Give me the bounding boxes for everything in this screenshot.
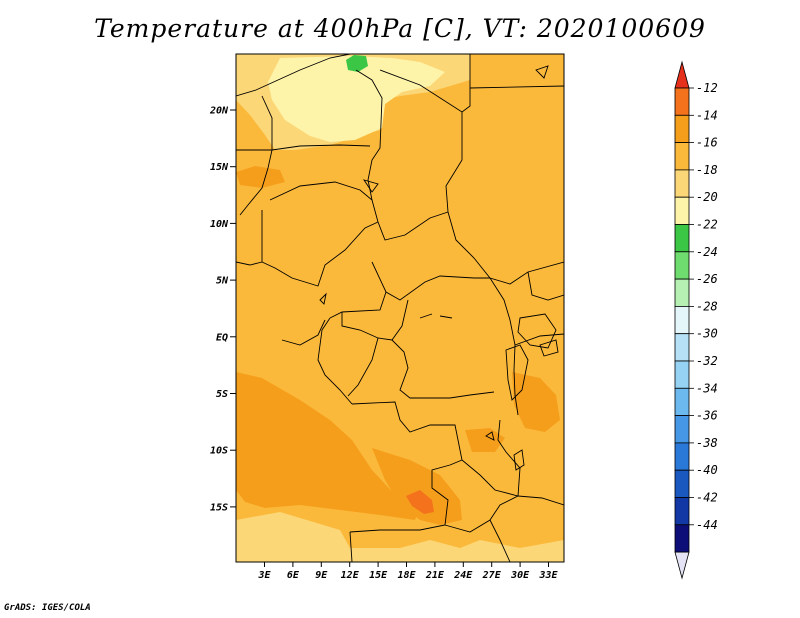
colorbar-label: -14 — [696, 108, 718, 122]
lon-tick-label: 33E — [538, 570, 558, 581]
colorbar-swatch — [674, 415, 690, 444]
colorbar-label: -44 — [696, 518, 718, 532]
colorbar-swatch — [674, 360, 690, 389]
field-green-spot — [346, 55, 368, 72]
lake-victoria — [517, 313, 557, 349]
colorbar-label: -16 — [696, 136, 718, 150]
colorbar-top-arrow — [674, 60, 690, 89]
lon-tick-label: 21E — [425, 570, 445, 581]
lat-tick-label: 15S — [210, 502, 228, 513]
map-frame — [235, 53, 565, 563]
colorbar-label: -24 — [696, 245, 718, 259]
field-warm-south — [372, 448, 462, 525]
colorbar-bottom-arrow — [674, 551, 690, 580]
colorbar-label: -40 — [696, 463, 718, 477]
lat-tick-label: 10S — [210, 446, 228, 457]
lat-tick-label: 15N — [210, 162, 229, 173]
colorbar-label: -34 — [696, 381, 718, 395]
colorbar-swatch — [674, 169, 690, 198]
country-borders — [236, 54, 564, 562]
colorbar-label: -32 — [696, 354, 718, 368]
lon-tick-label: 6E — [287, 570, 300, 581]
lon-tick-label: 24E — [453, 570, 473, 581]
colorbar-swatch — [674, 114, 690, 144]
lat-tick-label: 5S — [216, 389, 228, 400]
colorbar-swatch — [674, 497, 690, 526]
colorbar-label: -26 — [696, 272, 718, 286]
colorbar-swatch — [674, 333, 690, 362]
colorbar-label: -18 — [696, 163, 718, 177]
colorbar-label: -20 — [696, 190, 718, 204]
colorbar-swatch — [674, 524, 690, 553]
colorbar-label: -28 — [696, 299, 718, 313]
colorbar-label: -22 — [696, 218, 718, 232]
field-warm-east — [512, 372, 560, 432]
lat-tick-label: 20N — [209, 106, 229, 117]
lon-tick-label: 30E — [510, 570, 530, 581]
field-hot-spot — [406, 490, 434, 514]
colorbar-label: -12 — [696, 81, 718, 95]
colorbar-swatch — [674, 87, 690, 116]
lon-tick-label: 18E — [397, 570, 416, 581]
field-warm-northwest — [236, 166, 285, 188]
lon-tick-label: 27E — [482, 570, 502, 581]
latitude-axis: 20N 15N 10N 5N EQ 5S 10S 15S — [209, 106, 236, 513]
lon-tick-label: 9E — [315, 570, 328, 581]
lat-tick-label: 5N — [216, 276, 229, 287]
lat-tick-label: EQ — [216, 332, 228, 343]
colorbar-label: -38 — [696, 436, 718, 450]
field-light-south — [236, 512, 564, 562]
lon-tick-label: 3E — [257, 570, 271, 581]
colorbar-label: -42 — [696, 491, 718, 505]
colorbar-swatch — [674, 469, 690, 498]
colorbar-swatch — [674, 196, 690, 225]
field-warm-central — [465, 428, 505, 452]
map-title: Temperature at 400hPa [C], VT: 202010060… — [94, 14, 706, 43]
lat-tick-label: 10N — [210, 219, 229, 230]
temperature-field — [236, 54, 564, 562]
colorbar-swatch — [674, 387, 690, 416]
colorbar-swatch — [674, 224, 690, 253]
longitude-axis: 3E 6E 9E 12E 15E 18E 21E 24E 27E 30E 33E — [257, 562, 559, 581]
lon-tick-label: 15E — [369, 570, 388, 581]
lon-tick-label: 12E — [341, 570, 360, 581]
colorbar-swatch — [674, 278, 690, 307]
colorbar-swatch — [674, 142, 690, 171]
field-warm-southwest — [236, 372, 420, 520]
colorbar: -12 -14 -16 -18 -20 -22 -24 -26 -28 -30 -32 -34 -36 -… — [674, 60, 718, 580]
colorbar-label: -30 — [696, 327, 718, 341]
colorbar-label: -36 — [696, 409, 718, 423]
colorbar-swatch — [674, 305, 690, 335]
colorbar-swatch — [674, 442, 690, 471]
colorbar-swatch — [674, 251, 690, 280]
footer-credit: GrADS: IGES/COLA — [4, 603, 91, 613]
